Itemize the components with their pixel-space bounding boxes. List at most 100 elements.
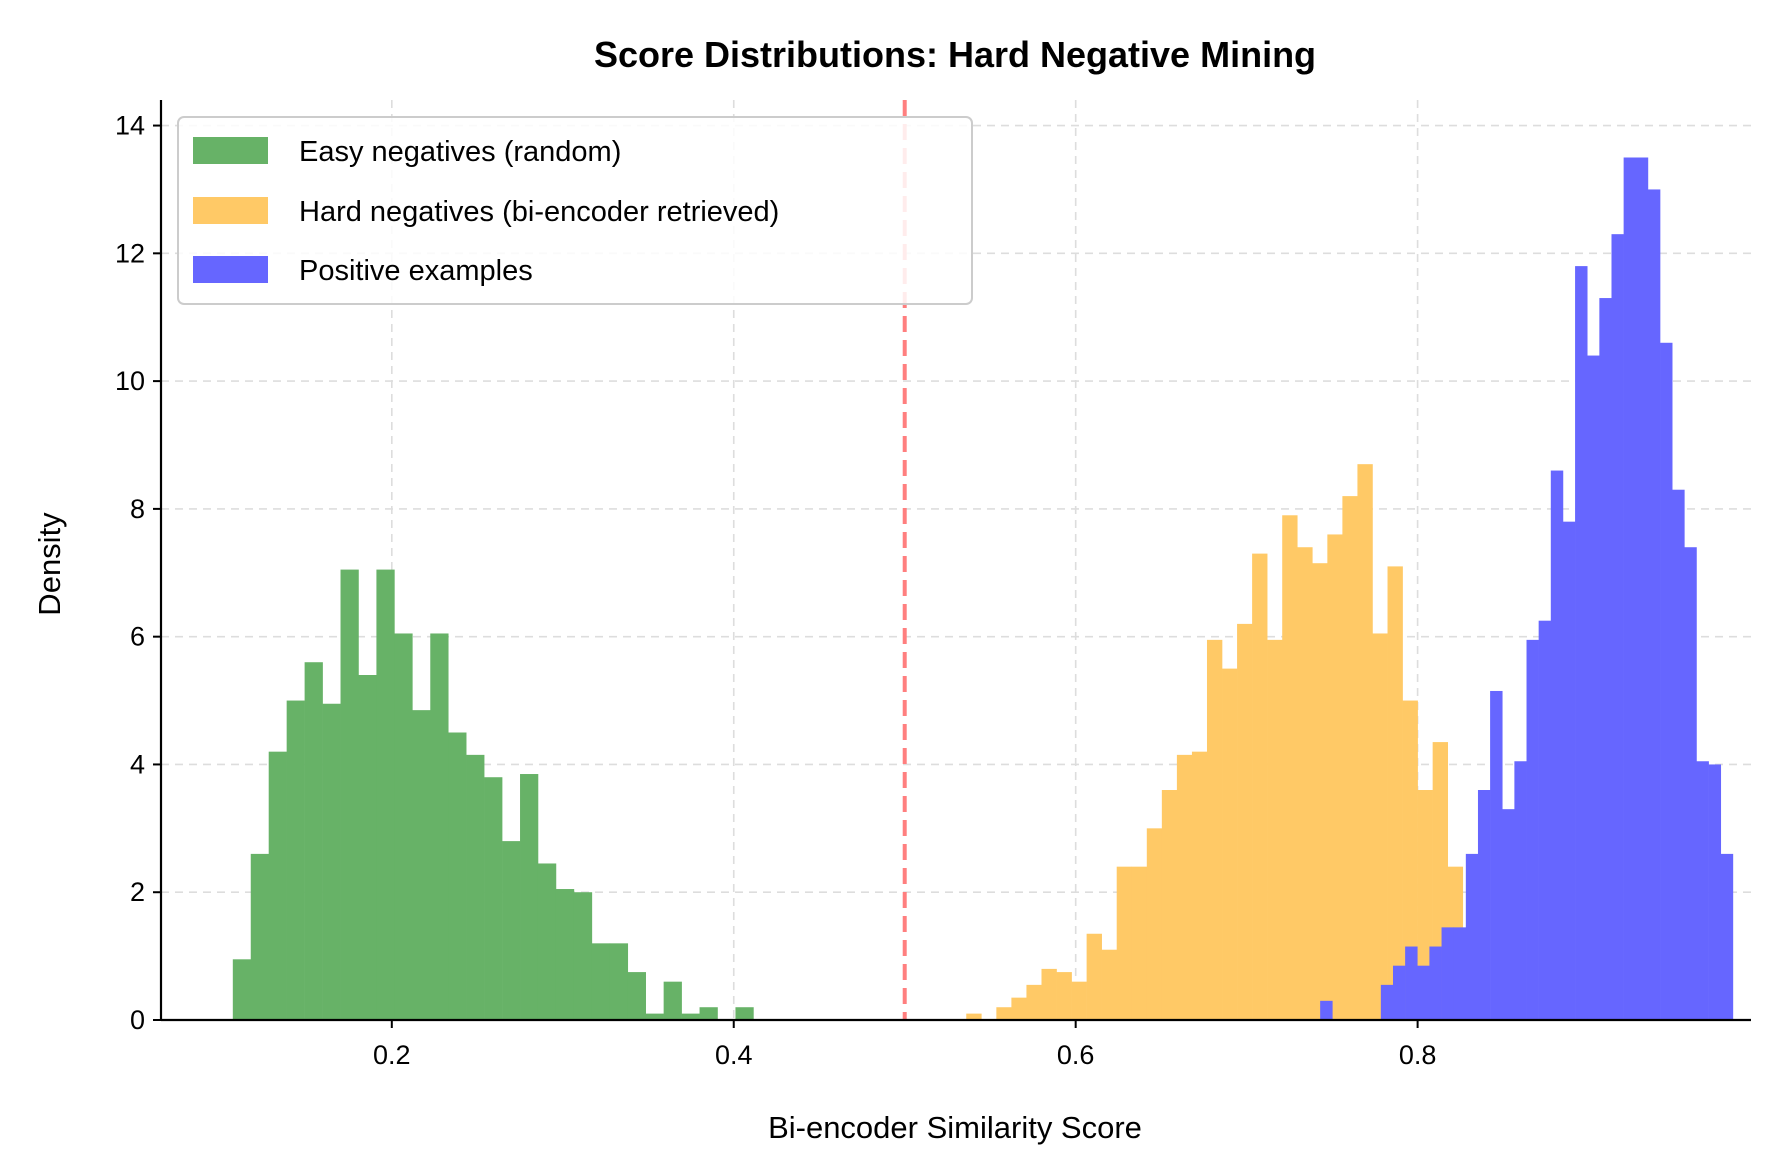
histogram-bar <box>1502 809 1515 1020</box>
histogram-bar <box>1392 965 1406 1020</box>
x-tick-label: 0.4 <box>715 1040 753 1070</box>
histogram-bar <box>1237 623 1253 1020</box>
histogram-bar <box>268 751 287 1020</box>
histogram-bar <box>1660 342 1673 1020</box>
histogram-bar <box>573 892 593 1020</box>
series-0 <box>232 569 754 1020</box>
axis-ticks: 0.2 0.4 0.6 0.8 0 2 4 6 8 10 12 14 <box>115 111 1436 1070</box>
histogram-bar <box>1312 563 1328 1020</box>
x-tick-label: 0.6 <box>1057 1040 1095 1070</box>
legend-swatch-hard <box>193 197 268 224</box>
histogram-bar <box>1465 853 1479 1020</box>
histogram-bar <box>645 1013 664 1020</box>
histogram-bar <box>1587 355 1600 1020</box>
histogram-bar <box>502 841 521 1020</box>
histogram-bar <box>537 863 557 1020</box>
histogram-bar <box>1026 984 1042 1020</box>
histogram-bar <box>1550 470 1564 1020</box>
histogram-bar <box>1696 761 1709 1020</box>
histogram-bar <box>1387 566 1403 1020</box>
histogram-bar <box>394 633 413 1020</box>
histogram-bar <box>1297 547 1313 1020</box>
histogram-bar <box>1417 965 1430 1020</box>
histogram-bar <box>412 710 431 1020</box>
histogram-bar <box>1514 761 1527 1020</box>
histogram-bar <box>1282 515 1298 1020</box>
y-tick-label: 12 <box>115 238 145 268</box>
histogram-bar <box>1599 298 1612 1020</box>
histogram-bar <box>1342 496 1358 1021</box>
histogram-bar <box>1429 946 1442 1020</box>
y-tick-label: 4 <box>130 749 145 779</box>
histogram-bar <box>1056 972 1072 1020</box>
histogram-bar <box>663 981 682 1020</box>
histogram-bar <box>466 754 485 1020</box>
histogram-bar <box>966 1013 982 1020</box>
histogram-bar <box>681 1013 700 1020</box>
legend: Easy negatives (random) Hard negatives (… <box>177 116 973 305</box>
histogram-bar <box>1320 1000 1333 1020</box>
histogram-bar <box>448 732 467 1020</box>
histogram-bar <box>1720 853 1734 1020</box>
histogram-bar <box>232 959 252 1020</box>
histogram-bar <box>1327 534 1343 1020</box>
histogram-bar <box>1684 547 1697 1020</box>
histogram-bar <box>1647 189 1661 1020</box>
histogram-bar <box>304 662 323 1020</box>
histogram-bar <box>1402 700 1418 1020</box>
histogram-bar <box>1708 764 1722 1020</box>
y-tick-label: 2 <box>130 877 145 907</box>
histogram-bar <box>358 675 377 1020</box>
histogram-bar <box>1635 157 1649 1020</box>
histogram-bars <box>232 157 1734 1021</box>
histogram-bar <box>1380 984 1394 1020</box>
x-tick-label: 0.2 <box>373 1040 411 1070</box>
histogram-bar <box>1101 949 1118 1020</box>
legend-label-positive: Positive examples <box>299 255 533 287</box>
histogram-bar <box>1131 866 1148 1020</box>
legend-label-hard: Hard negatives (bi-encoder retrieved) <box>299 196 779 228</box>
histogram-bar <box>1206 639 1223 1020</box>
legend-label-easy: Easy negatives (random) <box>299 136 621 168</box>
histogram-bar <box>591 943 611 1020</box>
x-tick-label: 0.8 <box>1399 1040 1437 1070</box>
histogram-bar <box>1161 790 1178 1020</box>
histogram-bar <box>1086 933 1102 1020</box>
histogram-bar <box>1477 790 1491 1020</box>
chart-title: Score Distributions: Hard Negative Minin… <box>594 34 1316 75</box>
histogram-bar <box>250 853 270 1020</box>
histogram-bar <box>1405 946 1418 1020</box>
series-2 <box>1320 157 1734 1021</box>
histogram-bar <box>1011 997 1027 1020</box>
histogram-bar <box>1191 751 1208 1020</box>
histogram-bar <box>520 774 539 1020</box>
histogram-bar <box>1417 790 1433 1020</box>
histogram-bar <box>340 569 359 1020</box>
y-tick-label: 8 <box>130 494 145 524</box>
histogram-bar <box>1116 866 1133 1020</box>
histogram-bar <box>1146 828 1163 1020</box>
histogram-bar <box>1222 668 1238 1020</box>
histogram-bar <box>609 943 629 1020</box>
histogram-bar <box>1562 521 1576 1020</box>
histogram-bar <box>1071 981 1087 1020</box>
histogram-bar <box>484 777 503 1020</box>
x-axis-label: Bi-encoder Similarity Score <box>768 1110 1142 1145</box>
histogram-bar <box>1372 633 1388 1020</box>
histogram-bar <box>1041 968 1057 1020</box>
y-tick-label: 10 <box>115 366 145 396</box>
histogram-bar <box>1490 690 1503 1020</box>
histogram-bar <box>627 972 646 1020</box>
histogram-bar <box>286 700 305 1020</box>
legend-swatch-easy <box>193 137 268 164</box>
y-tick-label: 14 <box>115 111 145 141</box>
histogram-bar <box>1176 754 1193 1020</box>
histogram-bar <box>996 1007 1012 1020</box>
histogram-bar <box>699 1007 718 1020</box>
y-tick-label: 6 <box>130 622 145 652</box>
histogram-bar <box>735 1007 754 1020</box>
histogram-bar <box>1526 639 1539 1020</box>
histogram-bar <box>1538 620 1552 1020</box>
histogram-bar <box>1267 639 1283 1020</box>
